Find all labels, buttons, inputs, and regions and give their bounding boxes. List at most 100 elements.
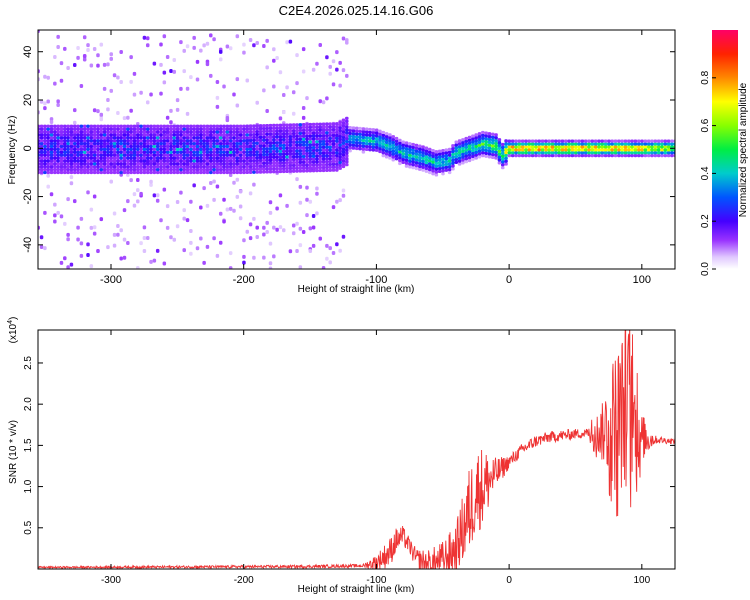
heatmap-cell	[49, 147, 54, 151]
heatmap-cell	[308, 160, 313, 164]
heatmap-cell	[132, 203, 137, 208]
heatmap-cell	[49, 168, 54, 172]
heatmap-cell	[79, 253, 84, 258]
heatmap-cell	[640, 148, 644, 152]
heatmap-cell	[169, 139, 173, 143]
heatmap-cell	[218, 127, 223, 131]
heatmap-cell	[59, 78, 64, 83]
heatmap-cell	[76, 225, 80, 230]
heatmap-cell	[43, 141, 47, 146]
heatmap-cell	[298, 157, 303, 162]
heatmap-cell	[272, 254, 276, 259]
heatmap-cell	[404, 161, 409, 165]
x-tick-label: -200	[234, 575, 254, 586]
heatmap-cell	[487, 132, 492, 136]
heatmap-cell	[205, 244, 210, 249]
heatmap-cell	[199, 150, 203, 154]
heatmap-cell	[242, 238, 246, 243]
heatmap-cell	[43, 162, 47, 166]
heatmap-cell	[311, 122, 316, 126]
heatmap-cell	[192, 124, 196, 128]
heatmap-cell	[195, 124, 200, 128]
heatmap-cell	[225, 207, 230, 212]
heatmap-cell	[43, 246, 47, 251]
heatmap-cell	[126, 144, 130, 149]
heatmap-cell	[291, 129, 296, 133]
heatmap-cell	[142, 236, 147, 241]
heatmap-cell	[195, 165, 200, 169]
heatmap-cell	[590, 142, 595, 146]
heatmap-cell	[205, 153, 210, 157]
heatmap-cell	[66, 130, 70, 134]
heatmap-cell	[328, 148, 332, 152]
heatmap-cell	[348, 140, 352, 144]
heatmap-cell	[209, 133, 213, 137]
heatmap-cell	[517, 139, 522, 143]
heatmap-cell	[96, 124, 100, 128]
heatmap-cell	[92, 231, 97, 236]
heatmap-cell	[507, 139, 512, 143]
heatmap-cell	[165, 124, 170, 128]
heatmap-cell	[252, 182, 256, 187]
heatmap-cell	[398, 161, 402, 166]
heatmap-cell	[298, 149, 303, 153]
heatmap-cell	[63, 168, 67, 172]
heatmap-cell	[66, 150, 70, 154]
colorbar-ticks: 0.00.20.40.60.8	[700, 70, 716, 276]
heatmap-cell	[179, 136, 183, 140]
heatmap-cell	[451, 164, 455, 168]
heatmap-cell	[116, 156, 120, 160]
heatmap-cell	[175, 199, 180, 204]
heatmap-cell	[132, 133, 137, 137]
heatmap-cell	[109, 144, 113, 149]
heatmap-cell	[404, 141, 409, 145]
heatmap-cell	[145, 43, 150, 48]
heatmap-cell	[242, 136, 246, 140]
heatmap-cell	[152, 156, 157, 160]
heatmap-cell	[212, 197, 216, 202]
heatmap-cell	[295, 149, 299, 153]
heatmap-cell	[185, 139, 190, 143]
heatmap-cell	[411, 157, 415, 161]
heatmap-cell	[106, 165, 110, 169]
heatmap-cell	[205, 124, 210, 128]
heatmap-cell	[212, 162, 216, 166]
heatmap-cell	[82, 147, 87, 151]
heatmap-cell	[291, 169, 296, 173]
heatmap-cell	[298, 160, 303, 164]
heatmap-cell	[570, 151, 575, 155]
heatmap-cell	[119, 124, 123, 128]
heatmap-cell	[248, 156, 253, 160]
heatmap-cell	[132, 71, 137, 76]
heatmap-cell	[272, 146, 276, 151]
heatmap-cell	[185, 144, 190, 149]
heatmap-cell	[275, 126, 279, 130]
heatmap-cell	[278, 70, 283, 75]
heatmap-cell	[102, 156, 107, 160]
heatmap-cell	[165, 141, 170, 146]
heatmap-cell	[262, 138, 266, 142]
heatmap-cell	[192, 162, 196, 166]
heatmap-cell	[235, 177, 240, 182]
heatmap-cell	[401, 143, 405, 147]
heatmap-cell	[185, 168, 190, 172]
heatmap-cell	[481, 136, 485, 140]
heatmap-cell	[76, 141, 80, 146]
heatmap-cell	[89, 153, 94, 157]
heatmap-cell	[265, 109, 269, 114]
heatmap-cell	[345, 163, 349, 167]
heatmap-cell	[195, 170, 200, 175]
heatmap-cell	[467, 155, 472, 160]
heatmap-cell	[272, 84, 276, 89]
heatmap-cell	[49, 192, 54, 197]
heatmap-cell	[122, 162, 127, 166]
heatmap-cell	[325, 125, 329, 129]
heatmap-cell	[56, 99, 60, 104]
heatmap-cell	[530, 151, 535, 155]
heatmap-cell	[282, 152, 286, 156]
heatmap-cell	[92, 153, 97, 157]
heatmap-cell	[554, 145, 558, 149]
heatmap-cell	[129, 147, 133, 151]
heatmap-cell	[43, 139, 47, 143]
heatmap-cell	[63, 162, 67, 166]
